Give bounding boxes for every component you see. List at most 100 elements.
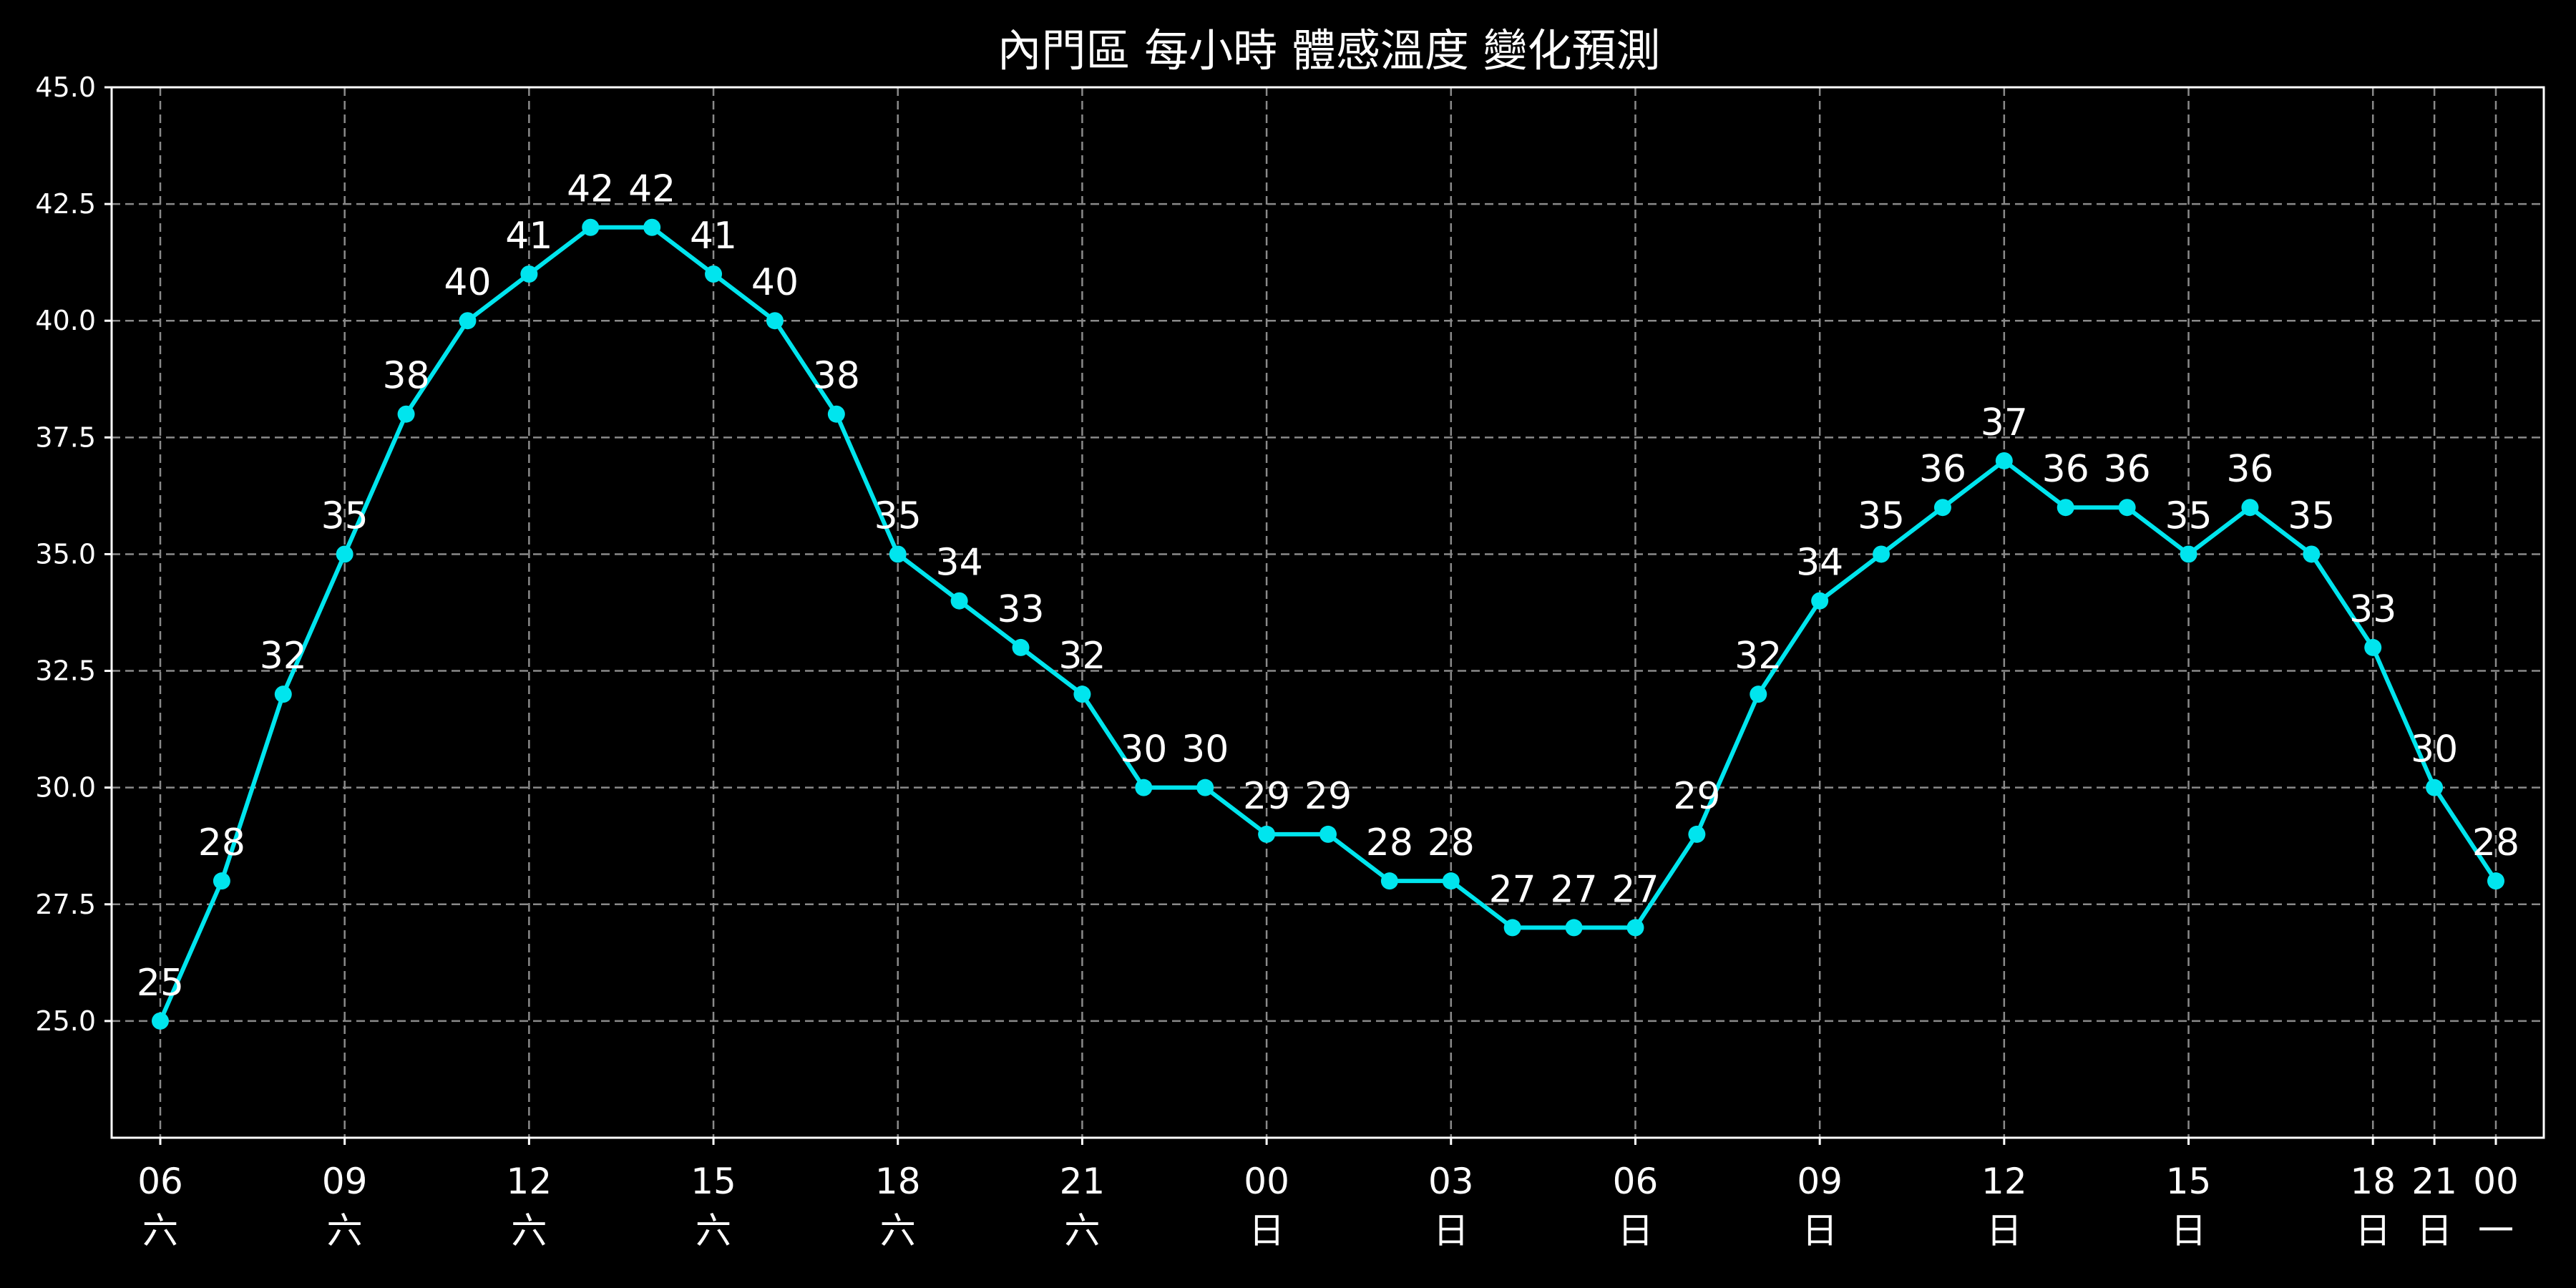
- data-point: [1442, 872, 1460, 890]
- data-label: 32: [1735, 635, 1782, 678]
- data-label: 35: [2165, 494, 2212, 537]
- data-label: 35: [2288, 494, 2335, 537]
- y-tick-label: 35.0: [35, 538, 96, 570]
- data-label: 29: [1243, 775, 1290, 818]
- data-label: 36: [1919, 448, 1966, 491]
- x-tick-day-label: 日: [1617, 1210, 1653, 1252]
- data-label: 28: [1366, 821, 1413, 864]
- data-point: [1012, 638, 1030, 656]
- data-point: [827, 405, 845, 423]
- y-tick-label: 45.0: [35, 72, 96, 103]
- x-tick-time-label: 06: [1613, 1161, 1659, 1202]
- x-tick-day-label: 六: [1064, 1210, 1100, 1252]
- data-label: 36: [2104, 448, 2151, 491]
- data-point: [1811, 592, 1829, 610]
- data-label: 33: [2349, 588, 2396, 631]
- x-tick-time-label: 03: [1428, 1161, 1474, 1202]
- data-label: 34: [1796, 542, 1843, 585]
- data-point: [2303, 545, 2321, 563]
- x-tick-day-label: 日: [1249, 1210, 1284, 1252]
- x-tick-time-label: 18: [875, 1161, 921, 1202]
- x-tick-day-label: 日: [2171, 1210, 2207, 1252]
- data-point: [2180, 545, 2197, 563]
- data-label: 41: [505, 215, 552, 258]
- y-tick-label: 42.5: [35, 188, 96, 220]
- data-label: 25: [137, 962, 184, 1005]
- x-tick-time-label: 09: [1797, 1161, 1843, 1202]
- data-label: 27: [1550, 868, 1597, 911]
- data-point: [2426, 779, 2444, 796]
- y-tick-label: 30.0: [35, 772, 96, 804]
- x-tick-day-label: 六: [327, 1210, 363, 1252]
- data-label: 28: [198, 821, 245, 864]
- data-point: [1258, 825, 1276, 843]
- data-point: [336, 545, 353, 563]
- x-tick-time-label: 18: [2350, 1161, 2396, 1202]
- x-tick-time-label: 06: [137, 1161, 183, 1202]
- data-point: [152, 1012, 169, 1030]
- y-tick-label: 27.5: [35, 889, 96, 920]
- data-point: [1073, 686, 1091, 703]
- data-point: [2487, 872, 2504, 890]
- x-tick-day-label: 日: [1986, 1210, 2022, 1252]
- data-point: [2241, 499, 2259, 517]
- data-point: [1933, 499, 1951, 517]
- x-tick-day-label: 日: [2416, 1210, 2452, 1252]
- data-point: [643, 218, 661, 236]
- data-point: [2364, 638, 2382, 656]
- data-label: 28: [1428, 821, 1475, 864]
- x-tick-day-label: 日: [2355, 1210, 2391, 1252]
- x-tick-time-label: 09: [322, 1161, 368, 1202]
- x-tick-time-label: 12: [1981, 1161, 2027, 1202]
- data-label: 27: [1489, 868, 1536, 911]
- x-tick-day-label: 日: [1802, 1210, 1838, 1252]
- data-label: 34: [936, 542, 983, 585]
- axes: 25.0 27.5 30.0 32.5 35.0 37.5 40.0 42.5 45.0 06 六 0…: [35, 72, 2518, 1252]
- y-tick-label: 32.5: [35, 655, 96, 687]
- x-tick-time-label: 21: [2411, 1161, 2457, 1202]
- data-labels: 25 28 32 35 38 40 41 42 42 41 40 38 35 34 33 32 30 30 29 29…: [137, 168, 2519, 1005]
- data-label: 27: [1611, 868, 1659, 911]
- y-tick-label: 25.0: [35, 1005, 96, 1037]
- chart-title: 內門區 每小時 體感溫度 變化預測: [997, 24, 1660, 77]
- data-label: 28: [2472, 821, 2519, 864]
- data-label: 36: [2042, 448, 2089, 491]
- data-label: 29: [1304, 775, 1352, 818]
- data-point: [950, 592, 968, 610]
- data-label: 42: [567, 168, 614, 211]
- y-tick-label: 37.5: [35, 421, 96, 453]
- data-label: 30: [1181, 728, 1229, 771]
- data-label: 35: [1858, 494, 1905, 537]
- x-tick-day-label: 日: [1433, 1210, 1469, 1252]
- data-label: 40: [444, 261, 491, 304]
- data-point: [274, 686, 292, 703]
- data-point: [1750, 686, 1767, 703]
- data-point: [1196, 779, 1214, 796]
- x-tick-day-label: 六: [696, 1210, 731, 1252]
- x-tick-day-label: 六: [511, 1210, 547, 1252]
- data-label: 35: [874, 494, 922, 537]
- data-point: [213, 872, 230, 890]
- data-label: 37: [1981, 401, 2028, 444]
- data-point: [1995, 452, 2013, 469]
- data-point: [1380, 872, 1398, 890]
- x-tick-day-label: 六: [142, 1210, 178, 1252]
- data-point: [2118, 499, 2136, 517]
- data-point: [397, 405, 415, 423]
- data-point: [1626, 919, 1644, 937]
- data-point: [1135, 779, 1153, 796]
- data-point: [2057, 499, 2074, 517]
- data-label: 32: [1058, 635, 1106, 678]
- data-point: [1503, 919, 1521, 937]
- data-point: [1873, 545, 1890, 563]
- data-label: 29: [1673, 775, 1720, 818]
- data-point: [582, 218, 600, 236]
- x-tick-day-label: 一: [2478, 1210, 2514, 1252]
- data-label: 32: [260, 635, 307, 678]
- data-label: 42: [628, 168, 675, 211]
- data-label: 33: [997, 588, 1044, 631]
- x-tick-time-label: 21: [1060, 1161, 1106, 1202]
- series-feels-like: [152, 218, 2504, 1030]
- data-label: 36: [2226, 448, 2273, 491]
